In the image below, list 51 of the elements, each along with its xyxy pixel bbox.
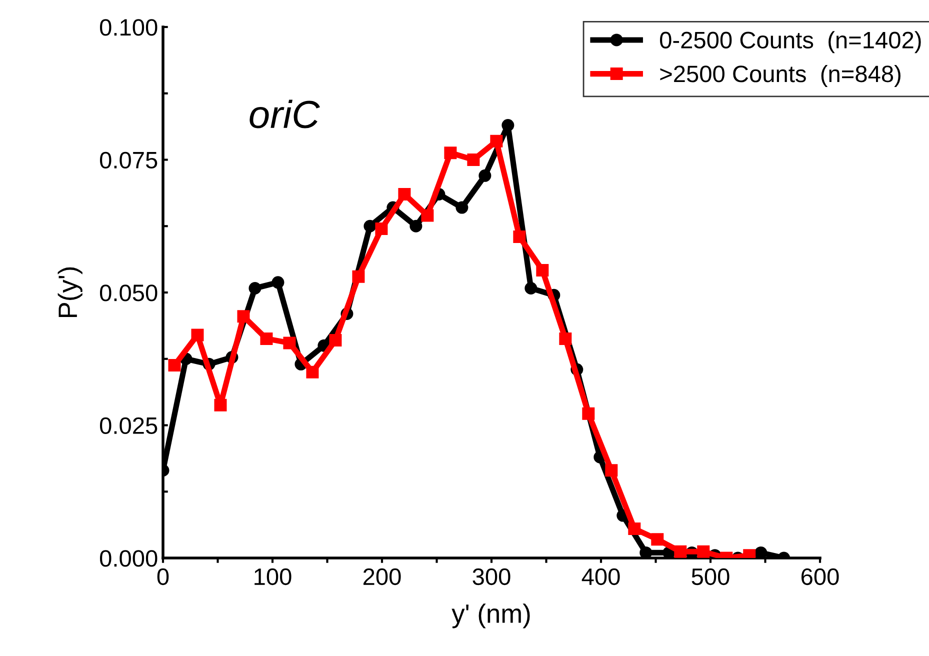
legend-label: >2500 Counts (n=848) [660,64,900,87]
point [237,310,250,323]
point [467,154,480,166]
point [272,276,284,289]
point [536,264,549,276]
point [398,188,411,201]
point [456,201,468,214]
point [375,222,388,236]
x-tick-label: 200 [363,568,401,586]
point [260,332,273,345]
point [364,220,376,232]
point [697,545,710,558]
x-tick-label: 500 [692,568,730,586]
annotation: oriC [250,100,320,128]
y-tick-label: 0.000 [100,550,158,567]
point [283,336,296,350]
point [490,134,503,148]
x-tick-label: 400 [582,568,620,586]
point [502,118,514,132]
point [248,282,262,294]
legend-label: 0-2500 Counts (n=1402) [660,31,921,54]
point [352,270,365,283]
point [421,209,434,222]
point [559,332,572,345]
point [628,522,641,536]
x-axis-title: y' (nm) [452,604,530,628]
y-axis-title: P(y') [58,267,82,318]
point [582,407,595,420]
point [329,334,342,347]
point [168,358,181,372]
point [674,545,687,558]
point [651,533,664,546]
x-tick-label: 300 [472,568,510,586]
point [306,366,319,378]
y-tick-label: 0.075 [100,152,158,169]
point [754,546,768,558]
x-tick-label: 600 [802,568,839,586]
y-tick-label: 0.100 [100,19,158,36]
point [191,328,204,342]
point [444,146,457,160]
point [640,546,652,558]
point [410,220,422,232]
point [605,464,618,477]
x-tick-label: 0 [157,568,169,586]
x-tick-label: 100 [254,568,292,586]
point [478,169,492,182]
point [214,398,227,412]
y-tick-label: 0.025 [100,417,158,434]
point [524,282,538,294]
point [513,230,526,243]
y-tick-label: 0.050 [100,284,158,302]
